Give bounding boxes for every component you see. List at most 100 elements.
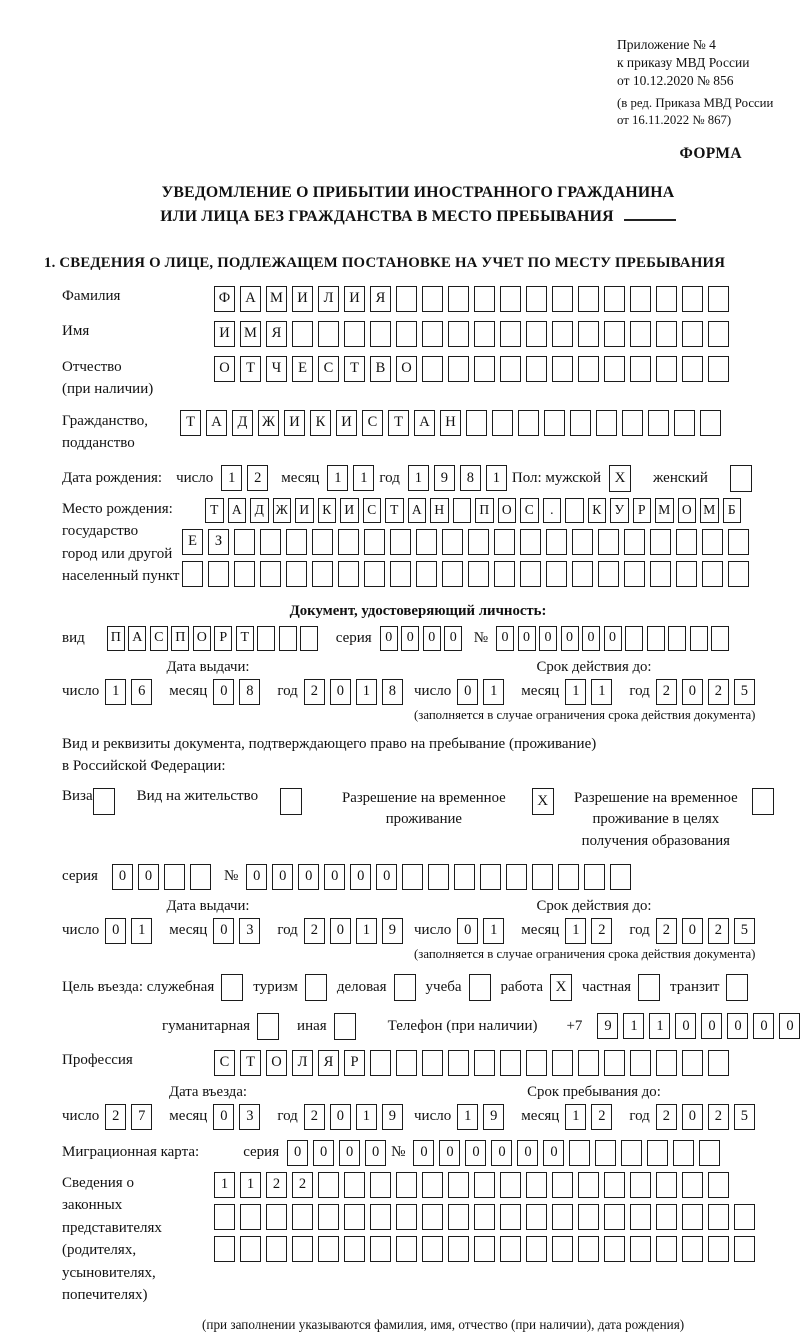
char-box[interactable]	[448, 285, 469, 312]
char-box[interactable]: Т	[388, 409, 409, 436]
char-box[interactable]	[708, 1203, 729, 1230]
char-box[interactable]: 1	[565, 917, 587, 944]
char-box[interactable]	[234, 528, 255, 555]
char-box[interactable]: 2	[655, 917, 677, 944]
char-box[interactable]	[598, 528, 619, 555]
char-box[interactable]	[650, 560, 671, 587]
char-box[interactable]	[468, 560, 489, 587]
char-box[interactable]: И	[284, 409, 305, 436]
char-box[interactable]: О	[192, 625, 211, 651]
char-box[interactable]	[396, 1049, 417, 1076]
char-box[interactable]	[630, 285, 651, 312]
char-box[interactable]	[728, 528, 749, 555]
char-box[interactable]	[422, 1235, 443, 1262]
char-box[interactable]	[630, 1203, 651, 1230]
char-box[interactable]	[625, 625, 643, 651]
char-box[interactable]	[708, 1171, 729, 1198]
char-box[interactable]	[240, 1235, 261, 1262]
char-box[interactable]	[474, 1203, 495, 1230]
char-box[interactable]: 0	[491, 1139, 513, 1166]
char-box[interactable]: 0	[105, 917, 127, 944]
char-box[interactable]	[552, 1235, 573, 1262]
char-box[interactable]: Д	[232, 409, 253, 436]
char-box[interactable]: Ж	[272, 497, 291, 523]
char-box[interactable]	[448, 320, 469, 347]
char-box[interactable]: З	[208, 528, 229, 555]
purpose-business-checkbox[interactable]	[393, 973, 416, 1001]
purpose-private-checkbox[interactable]	[638, 973, 661, 1001]
char-box[interactable]	[558, 863, 580, 890]
char-box[interactable]: Р	[344, 1049, 365, 1076]
char-box[interactable]: С	[362, 409, 383, 436]
char-box[interactable]	[552, 285, 573, 312]
char-box[interactable]: Я	[318, 1049, 339, 1076]
char-box[interactable]: 0	[457, 917, 479, 944]
char-box[interactable]	[604, 1049, 625, 1076]
char-box[interactable]	[702, 528, 723, 555]
char-box[interactable]: 1	[483, 678, 505, 705]
char-box[interactable]	[578, 355, 599, 382]
char-box[interactable]	[370, 1235, 391, 1262]
char-box[interactable]	[448, 1049, 469, 1076]
char-box[interactable]	[544, 409, 565, 436]
char-box[interactable]	[708, 320, 729, 347]
char-box[interactable]	[578, 1049, 599, 1076]
char-box[interactable]	[656, 1235, 677, 1262]
char-box[interactable]: 0	[517, 625, 536, 651]
char-box[interactable]: 0	[753, 1013, 775, 1040]
char-box[interactable]	[318, 1171, 339, 1198]
char-box[interactable]	[442, 528, 463, 555]
char-box[interactable]	[257, 625, 276, 651]
char-box[interactable]: 0	[339, 1139, 361, 1166]
char-box[interactable]: И	[295, 497, 314, 523]
char-box[interactable]	[552, 1049, 573, 1076]
char-box[interactable]	[364, 528, 385, 555]
char-box[interactable]: И	[344, 285, 365, 312]
char-box[interactable]: О	[214, 355, 235, 382]
visa-checkbox[interactable]	[92, 787, 115, 815]
char-box[interactable]: С	[318, 355, 339, 382]
char-box[interactable]	[422, 1049, 443, 1076]
char-box[interactable]: 0	[681, 1103, 703, 1130]
char-box[interactable]	[526, 1171, 547, 1198]
char-box[interactable]	[700, 409, 721, 436]
char-box[interactable]: .	[542, 497, 561, 523]
char-box[interactable]	[565, 497, 584, 523]
char-box[interactable]: 0	[379, 625, 398, 651]
char-box[interactable]	[390, 560, 411, 587]
char-box[interactable]: 0	[329, 678, 351, 705]
char-box[interactable]: Д	[250, 497, 269, 523]
purpose-work-checkbox[interactable]: X	[550, 973, 573, 1001]
char-box[interactable]	[526, 285, 547, 312]
purpose-study-checkbox[interactable]	[468, 973, 491, 1001]
char-box[interactable]	[676, 528, 697, 555]
char-box[interactable]: 1	[355, 1103, 377, 1130]
char-box[interactable]	[526, 1235, 547, 1262]
char-box[interactable]	[300, 625, 319, 651]
char-box[interactable]: С	[362, 497, 381, 523]
char-box[interactable]	[630, 320, 651, 347]
char-box[interactable]: 2	[303, 678, 325, 705]
char-box[interactable]: О	[396, 355, 417, 382]
char-box[interactable]	[163, 863, 185, 890]
char-box[interactable]: 0	[457, 678, 479, 705]
char-box[interactable]: 1	[649, 1013, 671, 1040]
char-box[interactable]	[318, 1203, 339, 1230]
char-box[interactable]	[656, 1171, 677, 1198]
char-box[interactable]	[338, 560, 359, 587]
char-box[interactable]: 2	[105, 1103, 127, 1130]
char-box[interactable]: 8	[239, 678, 261, 705]
char-box[interactable]: 1	[565, 678, 587, 705]
char-box[interactable]	[278, 625, 297, 651]
char-box[interactable]	[734, 1203, 755, 1230]
title-blank-underline[interactable]	[623, 207, 676, 221]
char-box[interactable]: Т	[344, 355, 365, 382]
char-box[interactable]	[506, 863, 528, 890]
char-box[interactable]: Ф	[214, 285, 235, 312]
char-box[interactable]	[454, 863, 476, 890]
char-box[interactable]	[604, 285, 625, 312]
char-box[interactable]: 0	[313, 1139, 335, 1166]
char-box[interactable]	[500, 1171, 521, 1198]
char-box[interactable]: О	[677, 497, 696, 523]
char-box[interactable]: 0	[213, 1103, 235, 1130]
